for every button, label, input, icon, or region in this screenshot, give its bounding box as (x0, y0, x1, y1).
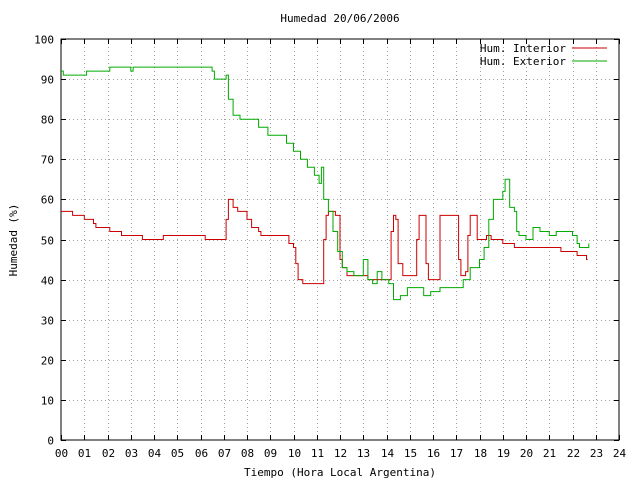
y-tick-label: 0 (47, 435, 54, 448)
x-tick-label: 11 (311, 447, 324, 460)
axis-ticks: 00 01 02 03 04 05 06 07 08 09 10 11 12 13 14 15 16 17 18 19… (34, 34, 626, 461)
x-tick-label: 20 (520, 447, 533, 460)
x-tick-label: 12 (334, 447, 347, 460)
series-line-exterior (61, 66, 590, 301)
series-line-interior (61, 198, 588, 285)
x-tick-label: 02 (102, 447, 115, 460)
chart-title: Humedad 20/06/2006 (280, 12, 399, 25)
y-tick-label: 30 (41, 315, 54, 328)
x-tick-label: 10 (288, 447, 301, 460)
x-tick-label: 22 (567, 447, 580, 460)
x-tick-label: 06 (195, 447, 208, 460)
x-tick-label: 05 (171, 447, 184, 460)
x-tick-label: 17 (450, 447, 463, 460)
x-tick-label: 00 (55, 447, 68, 460)
x-tick-label: 21 (543, 447, 556, 460)
y-tick-label: 60 (41, 194, 54, 207)
x-tick-label: 09 (264, 447, 277, 460)
x-tick-label: 23 (590, 447, 603, 460)
y-tick-label: 100 (34, 34, 54, 47)
series-layer (61, 66, 590, 301)
y-tick-label: 40 (41, 275, 54, 288)
y-tick-label: 50 (41, 235, 54, 248)
x-tick-label: 14 (381, 447, 395, 460)
y-tick-label: 90 (41, 74, 54, 87)
x-tick-label: 24 (613, 447, 627, 460)
x-tick-label: 08 (241, 447, 254, 460)
legend-label: Hum. Interior (480, 42, 566, 55)
x-tick-label: 03 (125, 447, 138, 460)
x-tick-label: 07 (218, 447, 231, 460)
x-tick-label: 01 (78, 447, 91, 460)
y-tick-label: 20 (41, 355, 54, 368)
x-tick-label: 19 (497, 447, 510, 460)
x-tick-label: 16 (427, 447, 440, 460)
y-tick-label: 70 (41, 154, 54, 167)
x-axis-label: Tiempo (Hora Local Argentina) (244, 466, 436, 479)
legend-label: Hum. Exterior (480, 55, 566, 68)
y-tick-label: 80 (41, 114, 54, 127)
x-tick-label: 04 (148, 447, 162, 460)
y-axis-label: Humedad (%) (7, 204, 20, 277)
y-tick-label: 10 (41, 395, 54, 408)
x-tick-label: 18 (474, 447, 487, 460)
x-tick-label: 13 (357, 447, 370, 460)
x-tick-label: 15 (404, 447, 417, 460)
